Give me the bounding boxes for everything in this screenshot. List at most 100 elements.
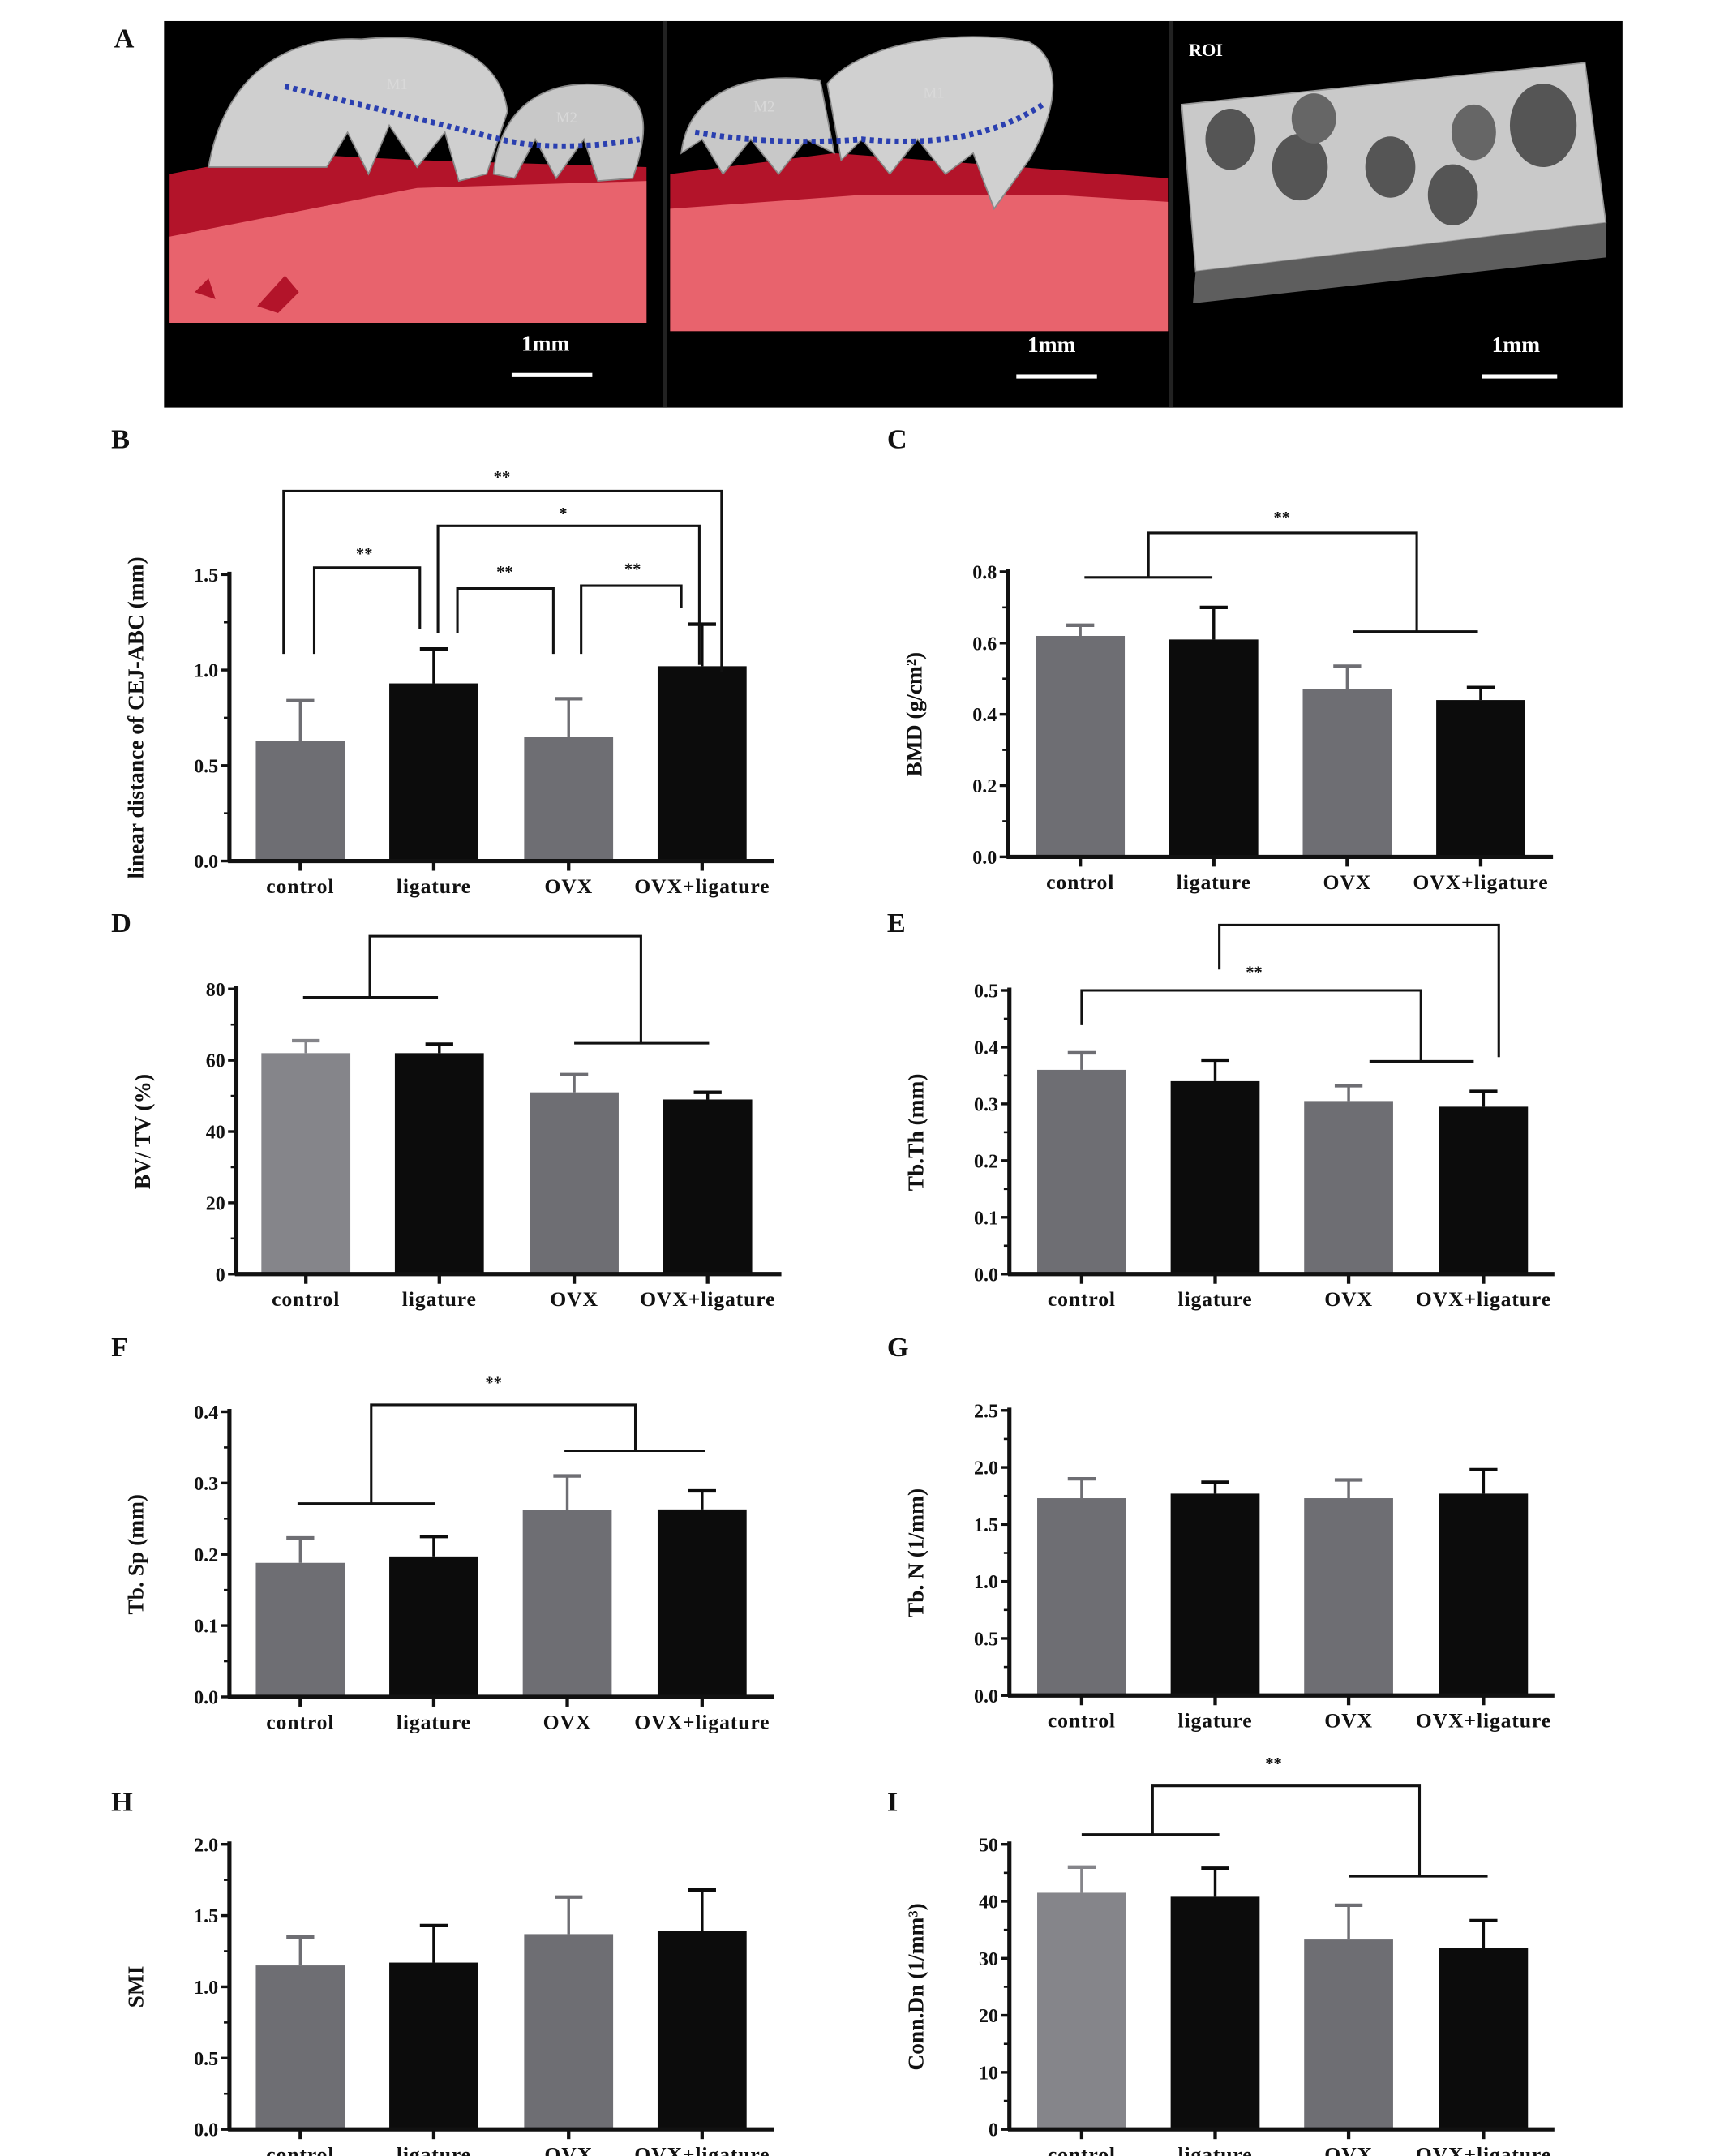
scale-bar — [1482, 374, 1558, 379]
significance-label: ** — [494, 469, 511, 487]
bar-ovx — [1304, 1498, 1393, 1696]
y-tick-label: 0.2 — [974, 1151, 998, 1172]
x-tick-label: ligature — [1177, 2143, 1252, 2156]
microct-image-middle: M2 M1 1mm — [670, 36, 1169, 379]
scale-bar-label: 1mm — [521, 331, 570, 355]
bar-ovx — [1304, 1101, 1393, 1274]
y-tick-label: 0.0 — [972, 848, 997, 869]
y-axis-label: Tb. Sp (mm) — [124, 1494, 148, 1615]
x-tick-label: ligature — [397, 2143, 471, 2156]
y-tick-label: 0.4 — [974, 1038, 998, 1059]
x-tick-label: OVX — [1324, 1287, 1373, 1311]
bar-ligature — [1169, 639, 1259, 857]
x-tick-label: OVX — [1324, 2143, 1373, 2156]
panel-letter: D — [111, 908, 131, 938]
y-tick-label: 1.5 — [194, 1906, 218, 1927]
divider — [663, 20, 667, 408]
tooth-label: M1 — [387, 76, 408, 93]
y-tick-label: 0.5 — [194, 756, 218, 777]
x-tick-label: control — [1048, 2143, 1116, 2156]
significance-bracket — [282, 489, 723, 672]
x-tick-label: control — [272, 1287, 340, 1311]
x-tick-label: OVX — [1323, 870, 1372, 894]
significance-label: ** — [356, 545, 373, 563]
panel-letter: B — [111, 423, 130, 454]
bar-control — [255, 1562, 345, 1697]
y-tick-label: 20 — [979, 2006, 998, 2027]
significance-label: ** — [1265, 1755, 1282, 1773]
bar-ovx — [530, 1092, 619, 1274]
significance-bracket — [1080, 923, 1500, 1063]
x-tick-label: OVX — [550, 1287, 598, 1311]
x-tick-label: control — [1048, 1709, 1116, 1733]
significance-bracket — [436, 524, 701, 665]
bar-ovx-ligature — [663, 1099, 753, 1274]
y-tick-label: 0.6 — [972, 633, 997, 655]
y-tick-label: 0.3 — [194, 1474, 218, 1495]
y-axis-label: Conn.Dn (1/mm³) — [903, 1903, 928, 2070]
panel-letter: F — [111, 1332, 128, 1363]
bar-ovx-ligature — [1439, 1106, 1529, 1274]
x-tick-label: ligature — [1177, 1287, 1252, 1311]
significance-label: * — [559, 505, 567, 523]
y-axis-label: SMI — [124, 1966, 148, 2008]
bar-ovx — [1302, 689, 1392, 857]
y-tick-label: 0.0 — [194, 2120, 218, 2141]
y-tick-label: 0.1 — [974, 1208, 998, 1229]
significance-bracket — [1081, 1784, 1488, 1878]
y-tick-label: 0.3 — [974, 1094, 998, 1115]
y-tick-label: 0.1 — [194, 1617, 218, 1638]
bar-control — [1036, 635, 1126, 857]
y-tick-label: 0 — [989, 2120, 998, 2141]
divider — [1169, 20, 1174, 408]
x-tick-label: OVX — [544, 874, 593, 898]
microct-image-roi: ROI 1mm — [1181, 40, 1607, 379]
x-tick-label: control — [1048, 1287, 1116, 1311]
x-tick-label: OVX+ligature — [1416, 1287, 1551, 1311]
bar-ovx — [522, 1510, 612, 1697]
y-tick-label: 2.5 — [974, 1401, 998, 1422]
y-tick-label: 0.2 — [194, 1545, 218, 1566]
panel-letter: H — [111, 1787, 133, 1818]
x-tick-label: OVX+ligature — [634, 1710, 770, 1733]
y-tick-label: 30 — [979, 1949, 998, 1970]
y-tick-label: 20 — [206, 1193, 225, 1214]
significance-label: ** — [485, 1374, 502, 1392]
significance-bracket — [580, 584, 683, 655]
y-tick-label: 1.0 — [974, 1572, 998, 1593]
panel-letter: C — [887, 423, 907, 454]
bar-ovx — [524, 737, 614, 861]
x-tick-label: OVX+ligature — [640, 1287, 775, 1311]
panel-letter: E — [887, 908, 906, 938]
roi-label: ROI — [1189, 40, 1223, 60]
bar-control — [1037, 1498, 1126, 1696]
y-tick-label: 80 — [206, 980, 225, 1001]
bar-control — [255, 741, 345, 861]
y-axis-label: linear distance of CEJ-ABC (mm) — [124, 556, 148, 878]
y-tick-label: 0.8 — [972, 562, 997, 583]
significance-bracket — [297, 1403, 705, 1505]
y-tick-label: 40 — [979, 1892, 998, 1913]
significance-label: ** — [1274, 509, 1291, 527]
y-tick-label: 0.4 — [194, 1402, 218, 1424]
bar-ovx — [1304, 1939, 1393, 2130]
y-axis-label: Tb. N (1/mm) — [903, 1488, 928, 1617]
scale-bar — [511, 372, 593, 377]
x-tick-label: OVX+ligature — [634, 874, 770, 898]
panel-a: A M1 M2 1mm M2 M1 1mm — [114, 20, 1623, 408]
y-tick-label: 1.5 — [194, 565, 218, 586]
y-tick-label: 50 — [979, 1835, 998, 1856]
tooth-label: M2 — [556, 110, 577, 127]
panel-letter: I — [887, 1787, 898, 1818]
y-tick-label: 1.0 — [194, 1978, 218, 1999]
y-tick-label: 0 — [216, 1265, 225, 1286]
x-tick-label: OVX+ligature — [1416, 1709, 1551, 1733]
y-tick-label: 0.5 — [974, 1630, 998, 1651]
x-tick-label: OVX — [543, 1710, 592, 1733]
x-tick-label: control — [1046, 870, 1114, 894]
y-tick-label: 0.5 — [194, 2049, 218, 2070]
y-tick-label: 1.0 — [194, 661, 218, 682]
